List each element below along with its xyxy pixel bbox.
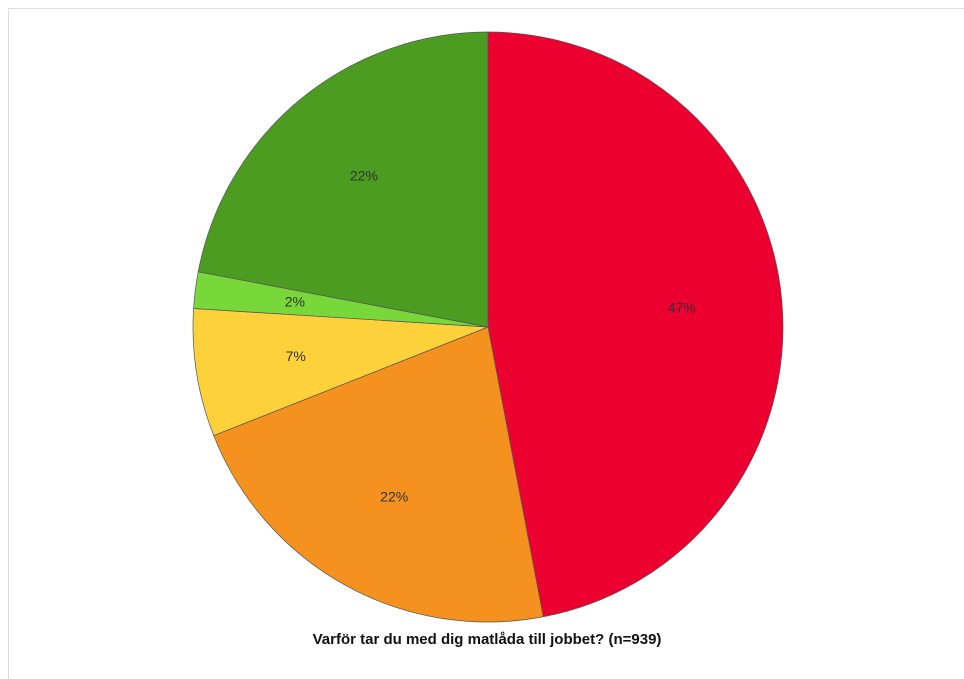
pie-slice (487, 31, 784, 618)
pie-slice (192, 308, 489, 437)
data-label: 22% (350, 168, 378, 184)
chart-title: Varför tar du med dig matlåda till jobbe… (313, 631, 662, 648)
pie-slice (197, 31, 489, 328)
data-label: 22% (380, 488, 408, 504)
data-label: 47% (668, 299, 696, 315)
data-label: 7% (286, 348, 306, 364)
pie-slice (213, 326, 544, 623)
data-label: 2% (285, 293, 305, 309)
